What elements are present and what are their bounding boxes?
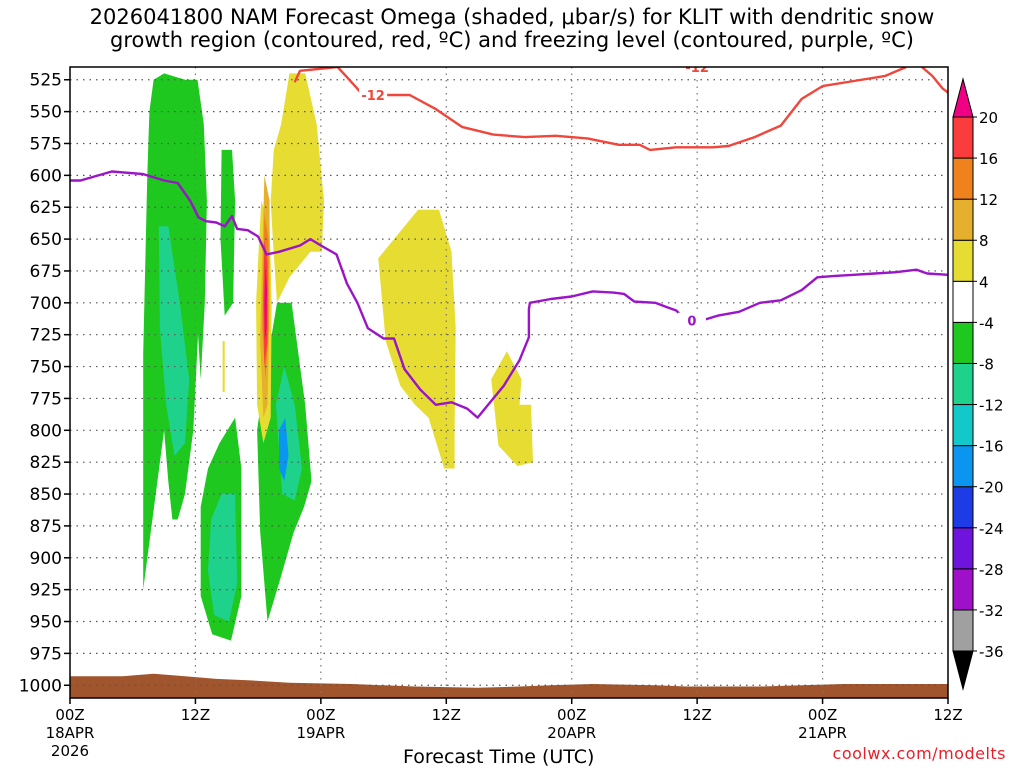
y-tick-label-1000: 1000 (19, 676, 62, 696)
y-tick-label-625: 625 (30, 198, 62, 218)
dendritic-contour-label-0: -12 (361, 89, 385, 104)
y-tick-label-525: 525 (30, 71, 62, 91)
colorbar-swatch-1 (952, 609, 974, 652)
y-tick-label-575: 575 (30, 134, 62, 154)
x-tick-label-72: 00Z (808, 706, 837, 724)
freezing-contour-label-0: 0 (687, 315, 696, 330)
x-tick-label-36: 12Z (432, 706, 461, 724)
y-tick-label-900: 900 (30, 549, 62, 569)
y-tick-label-725: 725 (30, 326, 62, 346)
x-tick-label-0: 00Z (55, 706, 84, 724)
colorbar-swatch-11 (952, 198, 974, 241)
dendritic-contour-line-0 (293, 67, 907, 152)
x-date-label-48: 20APR (547, 724, 596, 742)
colorbar-label-11: 12 (979, 191, 998, 209)
y-tick-label-675: 675 (30, 262, 62, 282)
colorbar-label-0: -36 (979, 643, 1004, 661)
contour-lines: -12 -12 0 (70, 61, 948, 419)
y-tick-label-650: 650 (30, 230, 62, 250)
colorbar-label-9: 4 (979, 273, 989, 291)
y-tick-label-850: 850 (30, 485, 62, 505)
dendritic-contour-line-1 (921, 67, 948, 94)
colorbar-label-10: 8 (979, 232, 989, 250)
colorbar-swatch-7 (952, 362, 974, 406)
y-tick-label-800: 800 (30, 421, 62, 441)
colorbar-swatch-10 (952, 239, 974, 282)
colorbar-label-13: 20 (979, 109, 998, 127)
y-tick-label-750: 750 (30, 358, 62, 378)
dendritic-contour-label-bg-1 (683, 67, 712, 75)
y-tick-label-825: 825 (30, 453, 62, 473)
omega-region-yellow-thin-sliver (222, 341, 225, 393)
colorbar-label-7: -8 (979, 355, 994, 373)
freezing-contour-label-bg-0 (677, 312, 706, 329)
y-tick-label-550: 550 (30, 103, 62, 123)
dendritic-contour-label-1: -12 (685, 61, 709, 76)
colorbar-swatch-9 (952, 280, 974, 323)
y-tick-label-975: 975 (30, 644, 62, 664)
colorbar-swatch-6 (952, 404, 974, 447)
credit-text: coolwx.com/modelts (832, 744, 1006, 763)
y-tick-label-925: 925 (30, 581, 62, 601)
x-date-label-0: 18APR (46, 724, 95, 742)
x-date-label-24: 19APR (296, 724, 345, 742)
colorbar-swatch-8 (952, 321, 974, 364)
plot-frame (69, 66, 949, 699)
colorbar-label-4: -20 (979, 479, 1004, 497)
x-tick-label-60: 12Z (682, 706, 711, 724)
colorbar-swatch-2 (952, 568, 974, 611)
colorbar-label-8: -4 (979, 314, 994, 332)
colorbar-label-3: -24 (979, 520, 1004, 538)
omega-region-green-column-east (182, 79, 207, 380)
terrain-layer (70, 673, 948, 698)
grid-lines (70, 67, 948, 698)
x-tick-label-12: 12Z (181, 706, 210, 724)
x-date-label-72: 21APR (798, 724, 847, 742)
colorbar: -36 -32 -28 -24 -20 -16 -12 -8 -4 4 8 12 16 20 (952, 77, 1004, 691)
colorbar-swatch-3 (952, 527, 974, 570)
colorbar-swatch-5 (952, 445, 974, 488)
x-axis-label: Forecast Time (UTC) (403, 746, 595, 768)
y-tick-label-600: 600 (30, 166, 62, 186)
colorbar-swatch-12 (952, 157, 974, 200)
x-tick-label-24: 00Z (306, 706, 335, 724)
dendritic-contour-label-bg-0 (359, 87, 388, 104)
chart-title: 2026041800 NAM Forecast Omega (shaded, μ… (89, 5, 935, 52)
x-tick-label-84: 12Z (933, 706, 962, 724)
omega-region-yellow-right-blob (491, 351, 533, 466)
colorbar-label-6: -12 (979, 397, 1004, 415)
colorbar-swatch-13 (952, 116, 974, 159)
x-tick-label-48: 00Z (557, 706, 586, 724)
colorbar-swatch-4 (952, 486, 974, 529)
y-tick-label-875: 875 (30, 517, 62, 537)
omega-region-green-column-small (220, 149, 236, 316)
omega-region-teal-lower-blob (208, 494, 238, 622)
omega-shading (143, 73, 533, 641)
colorbar-swatch-14 (952, 77, 974, 118)
colorbar-label-5: -16 (979, 438, 1004, 456)
y-tick-label-950: 950 (30, 613, 62, 633)
freezing-contour-line-0 (70, 170, 948, 419)
colorbar-label-2: -28 (979, 561, 1004, 579)
omega-region-yellow-upper-column (270, 73, 324, 303)
omega-region-blue-core (279, 417, 289, 482)
y-tick-label-700: 700 (30, 294, 62, 314)
axes: 525 550 575 600 625 650 675 700 725 750 775 800 825 8… (19, 66, 963, 760)
colorbar-label-1: -32 (979, 602, 1004, 620)
colorbar-swatch-0 (952, 650, 974, 691)
colorbar-label-12: 16 (979, 150, 998, 168)
terrain-fill (70, 673, 948, 698)
y-tick-label-775: 775 (30, 389, 62, 409)
x-year-label-0: 2026 (51, 742, 89, 760)
